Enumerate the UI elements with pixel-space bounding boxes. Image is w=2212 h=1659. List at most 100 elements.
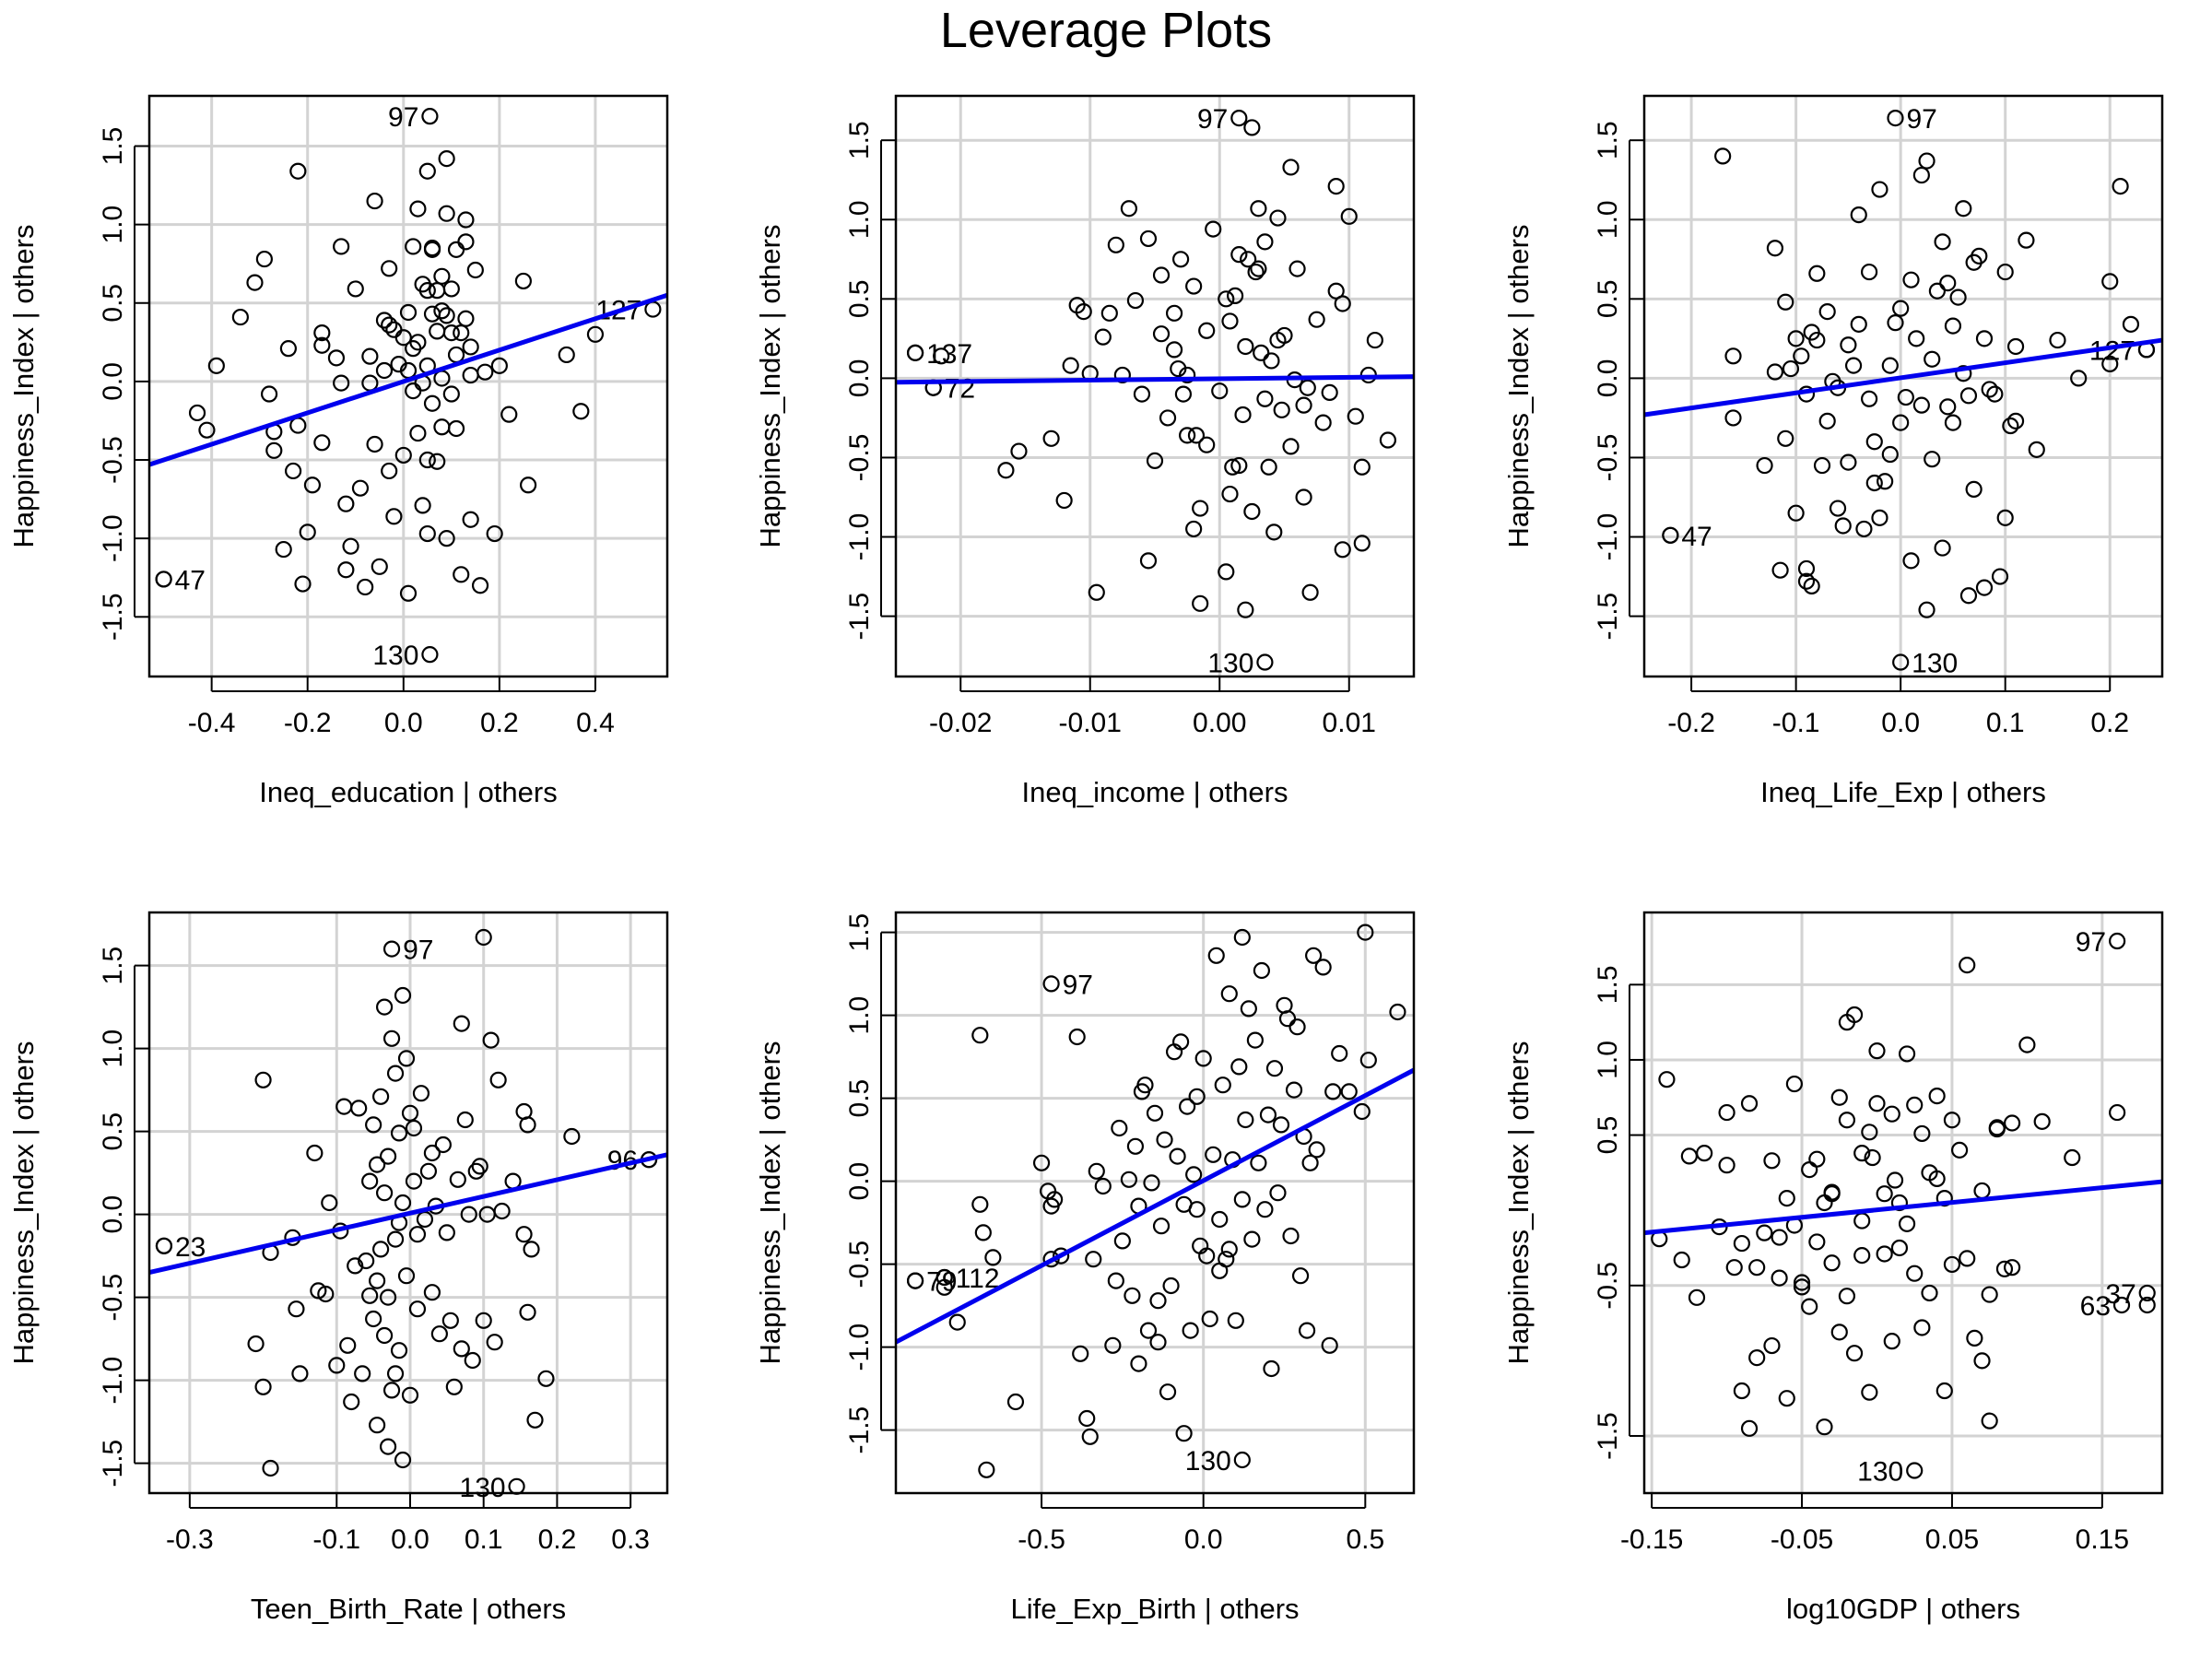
data-point [457, 233, 475, 251]
data-point [310, 1282, 327, 1300]
data-point [1816, 1194, 1833, 1212]
point-label: 130 [1912, 649, 1958, 679]
labeled-point [935, 1268, 953, 1287]
data-point [1185, 1166, 1203, 1183]
x-tick-label: -0.1 [1772, 708, 1820, 738]
data-point [405, 382, 422, 400]
data-point [1162, 1277, 1180, 1295]
data-point [1301, 1154, 1319, 1171]
y-tick-label: 1.0 [844, 200, 875, 239]
y-axis-title: Happiness_Index | others [1502, 1041, 1535, 1365]
data-point [1797, 559, 1816, 578]
data-point [2101, 355, 2119, 373]
data-point [519, 477, 537, 494]
data-point [457, 211, 475, 229]
plot-frame [1642, 911, 2164, 1495]
data-point [433, 267, 451, 285]
data-point [493, 1202, 511, 1220]
labeled-point [906, 1272, 924, 1289]
data-point [255, 250, 273, 268]
data-point [1658, 1071, 1676, 1088]
data-point [514, 272, 532, 290]
data-point [433, 370, 451, 387]
data-point [423, 394, 441, 412]
data-point [1838, 1288, 1856, 1305]
labeled-point [2138, 1284, 2156, 1302]
data-point [1182, 1322, 1199, 1339]
data-point [418, 451, 436, 469]
data-point [1763, 1152, 1781, 1170]
data-point [260, 385, 278, 403]
point-label: 130 [1857, 1457, 1903, 1488]
data-point [1192, 500, 1209, 517]
point-label: 97 [2076, 927, 2106, 958]
labeled-point [2112, 1296, 2131, 1314]
data-point [1062, 357, 1079, 374]
data-point [1243, 1230, 1261, 1248]
data-point [1146, 1104, 1164, 1122]
data-point [423, 240, 441, 257]
data-point [1696, 1145, 1713, 1162]
data-point [328, 1357, 346, 1374]
data-point [429, 323, 446, 340]
data-point [414, 497, 431, 514]
y-tick-label: 0.0 [98, 1195, 128, 1234]
data-point [1921, 1164, 1938, 1182]
data-point [1227, 287, 1244, 304]
data-point [375, 1184, 394, 1202]
data-point [1042, 429, 1060, 447]
data-point [1777, 293, 1794, 311]
data-point [1718, 1103, 1735, 1122]
data-point [1159, 1383, 1177, 1401]
data-point [382, 1030, 401, 1047]
y-tick-label: 1.0 [1593, 200, 1623, 239]
data-point [1988, 1119, 2006, 1136]
x-tick-label: -0.3 [166, 1524, 214, 1555]
data-point [1218, 290, 1235, 308]
labeled-point [1662, 526, 1679, 544]
data-point [386, 1365, 405, 1382]
y-tick-label: -1.5 [1593, 593, 1623, 641]
data-point [1861, 263, 1878, 281]
x-tick-label: -0.1 [312, 1524, 360, 1555]
data-point [1179, 427, 1196, 444]
data-point [379, 1288, 397, 1306]
y-axis-title: Happiness_Index | others [754, 1041, 786, 1365]
data-point [1756, 456, 1773, 475]
data-point [1221, 485, 1239, 503]
data-point [1085, 1251, 1102, 1268]
data-point [1803, 324, 1820, 341]
data-point [464, 1351, 481, 1370]
data-point [558, 346, 575, 364]
data-point [1299, 379, 1316, 396]
data-point [1113, 1232, 1131, 1250]
data-point [1211, 1262, 1229, 1279]
data-point [372, 1088, 390, 1105]
data-point [1981, 1286, 1998, 1303]
data-point [419, 1162, 438, 1180]
data-point [1295, 488, 1312, 506]
data-point [1282, 159, 1300, 176]
y-tick-label: -1.0 [844, 1324, 875, 1371]
plot-frame [894, 94, 1416, 678]
y-tick-label: -1.0 [1593, 513, 1623, 561]
data-point [1766, 363, 1784, 381]
data-point [1139, 229, 1158, 248]
data-point [1902, 552, 1920, 570]
data-point [299, 524, 316, 541]
labeled-point [1042, 975, 1060, 993]
leverage-plot-4: -0.3 -0.1 0.0 0.1 0.2 0.3 -1.5 -1.0 -0.5 0.0 0.5 1.… [7, 911, 669, 1625]
point-label: 47 [175, 565, 206, 595]
data-point [1175, 1425, 1193, 1442]
data-point [347, 280, 364, 298]
data-point [361, 1287, 379, 1304]
data-point [1921, 1284, 1938, 1302]
data-point [254, 1378, 272, 1395]
data-point [1253, 961, 1271, 980]
data-point [1748, 1259, 1766, 1277]
data-point [1334, 541, 1351, 559]
data-point [490, 357, 508, 374]
data-point [365, 1310, 382, 1328]
data-point [978, 1461, 995, 1478]
x-tick-label: 0.2 [538, 1524, 577, 1555]
